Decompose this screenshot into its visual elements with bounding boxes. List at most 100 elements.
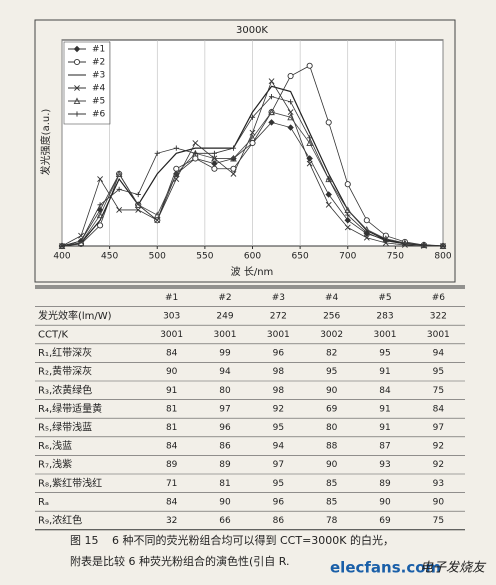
marker: [363, 234, 370, 241]
x-tick-label: 550: [196, 252, 213, 262]
row-label: R₈,紫红带浅红: [38, 476, 102, 489]
marker: [211, 150, 217, 156]
x-tick-label: 450: [101, 252, 118, 262]
table-cell: 91: [379, 404, 390, 414]
caption-line: 附表是比较 6 种荧光粉组合的演色性(引自 R.: [70, 554, 290, 568]
table-cell: 92: [433, 442, 444, 452]
row-label: R₇,浅紫: [38, 458, 72, 471]
legend-label: #1: [92, 45, 105, 55]
table-cell: 97: [273, 460, 284, 470]
table-cell: 86: [273, 516, 285, 526]
table-cell: 322: [430, 311, 447, 321]
marker: [326, 176, 332, 182]
row-label: CCT/K: [38, 330, 68, 341]
table-cell: 75: [433, 386, 444, 396]
marker: [97, 176, 104, 182]
legend-label: #5: [92, 97, 105, 107]
table-cell: 89: [166, 460, 178, 470]
table-cell: 97: [219, 404, 230, 414]
table-cell: 93: [433, 479, 444, 489]
table-cell: 90: [166, 367, 178, 377]
marker: [116, 207, 123, 213]
table-cell: 96: [219, 423, 231, 433]
table-cell: 69: [326, 404, 338, 414]
caption-line: 6 种不同的荧光粉组合均可以得到 CCT=3000K 的白光，: [112, 533, 394, 547]
marker: [211, 165, 218, 172]
table-cell: 87: [379, 442, 390, 452]
table-cell: 85: [326, 497, 337, 507]
legend-marker: [73, 58, 81, 66]
table-cell: 89: [379, 479, 391, 489]
watermark-site: elecfans.com: [330, 559, 441, 577]
marker: [288, 99, 294, 105]
chart-title: 3000K: [236, 25, 268, 36]
table-cell: 90: [219, 497, 231, 507]
row-label: R₁,红带深灰: [38, 346, 92, 359]
marker: [344, 217, 351, 224]
x-axis-label: 波 长/nm: [231, 265, 274, 278]
marker: [249, 129, 256, 136]
marker: [192, 155, 199, 162]
row-label: Rₐ: [38, 497, 49, 508]
table-cell: 94: [219, 367, 231, 377]
legend-marker: [74, 111, 80, 117]
table-cell: 91: [379, 367, 390, 377]
table-cell: 84: [166, 349, 178, 359]
marker: [59, 243, 65, 249]
marker: [268, 108, 275, 116]
table-cell: 303: [163, 311, 180, 321]
table-cell: 96: [273, 349, 285, 359]
marker: [440, 243, 446, 249]
marker: [287, 113, 294, 121]
table-cell: 90: [326, 460, 338, 470]
marker: [325, 201, 332, 208]
marker: [78, 238, 84, 244]
legend-marker: [73, 45, 81, 53]
marker: [230, 170, 237, 177]
watermark-brand: 电子发烧友: [420, 561, 487, 576]
marker: [230, 154, 237, 162]
table-cell: 84: [166, 442, 178, 452]
marker: [363, 217, 370, 224]
marker: [306, 139, 313, 147]
legend-label: #4: [92, 84, 106, 94]
caption-figure: 图 15: [70, 534, 99, 547]
table-cell: 3001: [267, 330, 290, 340]
table-cell: 90: [433, 497, 445, 507]
table-cell: 84: [379, 386, 391, 396]
legend-marker: [73, 97, 81, 105]
table-cell: 95: [326, 367, 337, 377]
row-label: R₉,浓红色: [38, 514, 82, 527]
table-cell: 84: [433, 404, 445, 414]
table-cell: 3001: [160, 330, 183, 340]
marker: [344, 224, 351, 231]
marker: [306, 62, 313, 69]
table-header: #1: [165, 293, 178, 303]
legend-label: #3: [92, 71, 105, 81]
marker: [192, 150, 198, 156]
x-tick-label: 700: [339, 252, 356, 262]
table-cell: 89: [219, 460, 231, 470]
table-cell: 32: [166, 516, 177, 526]
marker: [249, 134, 256, 141]
table-cell: 81: [166, 423, 177, 433]
table-cell: 82: [326, 349, 337, 359]
table-cell: 90: [379, 497, 391, 507]
table-cell: 94: [433, 349, 445, 359]
table-cell: 92: [433, 460, 444, 470]
x-tick-label: 750: [387, 252, 404, 262]
marker: [96, 211, 104, 219]
table-cell: 88: [326, 442, 338, 452]
table-header: #2: [218, 293, 231, 303]
table-cell: 71: [166, 479, 177, 489]
row-label: R₆,浅蓝: [38, 439, 72, 452]
series-line: [61, 85, 444, 247]
table-cell: 91: [166, 386, 177, 396]
table-cell: 93: [379, 460, 390, 470]
table-cell: 98: [273, 386, 285, 396]
marker: [325, 191, 332, 198]
row-label: 发光效率(lm/W): [38, 309, 112, 322]
table-cell: 98: [273, 367, 285, 377]
marker: [172, 170, 180, 177]
